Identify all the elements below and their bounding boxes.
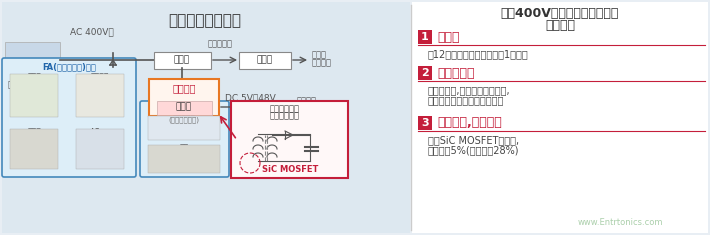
FancyBboxPatch shape	[148, 116, 220, 140]
Text: 反激式转换器: 反激式转换器	[270, 111, 300, 120]
Text: 逆变器: 逆变器	[257, 55, 273, 64]
FancyBboxPatch shape	[149, 79, 219, 116]
Text: 2: 2	[421, 68, 429, 78]
FancyBboxPatch shape	[44, 63, 52, 70]
FancyBboxPatch shape	[10, 74, 58, 117]
Text: 系统、: 系统、	[297, 103, 312, 113]
Text: FA设备以外: FA设备以外	[168, 105, 200, 114]
FancyBboxPatch shape	[148, 145, 220, 173]
FancyBboxPatch shape	[32, 63, 40, 70]
FancyBboxPatch shape	[2, 58, 136, 177]
FancyBboxPatch shape	[140, 101, 229, 177]
Text: www.Entrtonics.com: www.Entrtonics.com	[577, 218, 662, 227]
FancyBboxPatch shape	[2, 2, 410, 233]
Text: 转换器: 转换器	[174, 55, 190, 64]
FancyBboxPatch shape	[231, 101, 348, 178]
Text: 街灯: 街灯	[180, 143, 189, 152]
FancyBboxPatch shape	[418, 116, 432, 130]
FancyBboxPatch shape	[8, 63, 16, 70]
Text: 制造装置: 制造装置	[91, 72, 109, 81]
FancyBboxPatch shape	[76, 129, 124, 169]
FancyBboxPatch shape	[10, 129, 58, 169]
Text: SiC MOSFET: SiC MOSFET	[262, 164, 318, 173]
FancyBboxPatch shape	[239, 52, 291, 69]
FancyBboxPatch shape	[76, 74, 124, 117]
Text: 一体化封装,部件故障风险更低,: 一体化封装,部件故障风险更低,	[428, 85, 510, 95]
Text: 工业用空调: 工业用空调	[173, 114, 195, 123]
Text: 加热器等: 加热器等	[312, 59, 332, 67]
Text: 效率提升5%(损耗降低28%): 效率提升5%(损耗降低28%)	[428, 145, 520, 155]
Text: 可靠性更高: 可靠性更高	[437, 67, 474, 79]
Text: 效率更高,损耗更低: 效率更高,损耗更低	[437, 117, 502, 129]
Text: 逆变器: 逆变器	[28, 127, 42, 136]
FancyBboxPatch shape	[5, 42, 60, 77]
Text: 解决方案: 解决方案	[545, 19, 575, 32]
Text: 工厂等高电压环境: 工厂等高电压环境	[8, 80, 45, 89]
Text: 应用电路示例: 应用电路示例	[270, 104, 300, 113]
FancyBboxPatch shape	[418, 66, 432, 80]
Text: 3: 3	[421, 118, 429, 128]
Text: 控制器、: 控制器、	[297, 97, 317, 106]
Text: AC 400V～: AC 400V～	[70, 27, 114, 36]
Text: 主电源电路: 主电源电路	[207, 39, 232, 48]
Text: 转换器: 转换器	[176, 102, 192, 111]
Text: 电机、: 电机、	[312, 51, 327, 59]
Text: 将12种产品和散热板缩减为1个产品: 将12种产品和散热板缩减为1个产品	[428, 49, 529, 59]
Text: 激发SiC MOSFET的性能,: 激发SiC MOSFET的性能,	[428, 135, 519, 145]
Text: 内置更高精度的过热保护功能: 内置更高精度的过热保护功能	[428, 95, 504, 105]
Text: FA(工厂自动化)设备: FA(工厂自动化)设备	[42, 62, 96, 71]
Text: 传感器等: 传感器等	[297, 110, 317, 120]
FancyBboxPatch shape	[412, 2, 708, 233]
Text: 交流400V级工业设备用新产品: 交流400V级工业设备用新产品	[501, 7, 619, 20]
FancyBboxPatch shape	[156, 101, 212, 114]
Text: 新产品应用示意图: 新产品应用示意图	[168, 13, 241, 28]
Text: 机器人: 机器人	[28, 72, 42, 81]
Text: (辅助电源电路): (辅助电源电路)	[168, 116, 200, 123]
Text: 辅助电源: 辅助电源	[173, 83, 196, 93]
Text: AC伺服: AC伺服	[90, 127, 110, 136]
Text: 1: 1	[421, 32, 429, 42]
FancyBboxPatch shape	[20, 63, 28, 70]
FancyBboxPatch shape	[418, 30, 432, 44]
Text: DC 5V～48V: DC 5V～48V	[224, 93, 275, 102]
FancyBboxPatch shape	[154, 52, 211, 69]
Text: 小型化: 小型化	[437, 31, 459, 43]
